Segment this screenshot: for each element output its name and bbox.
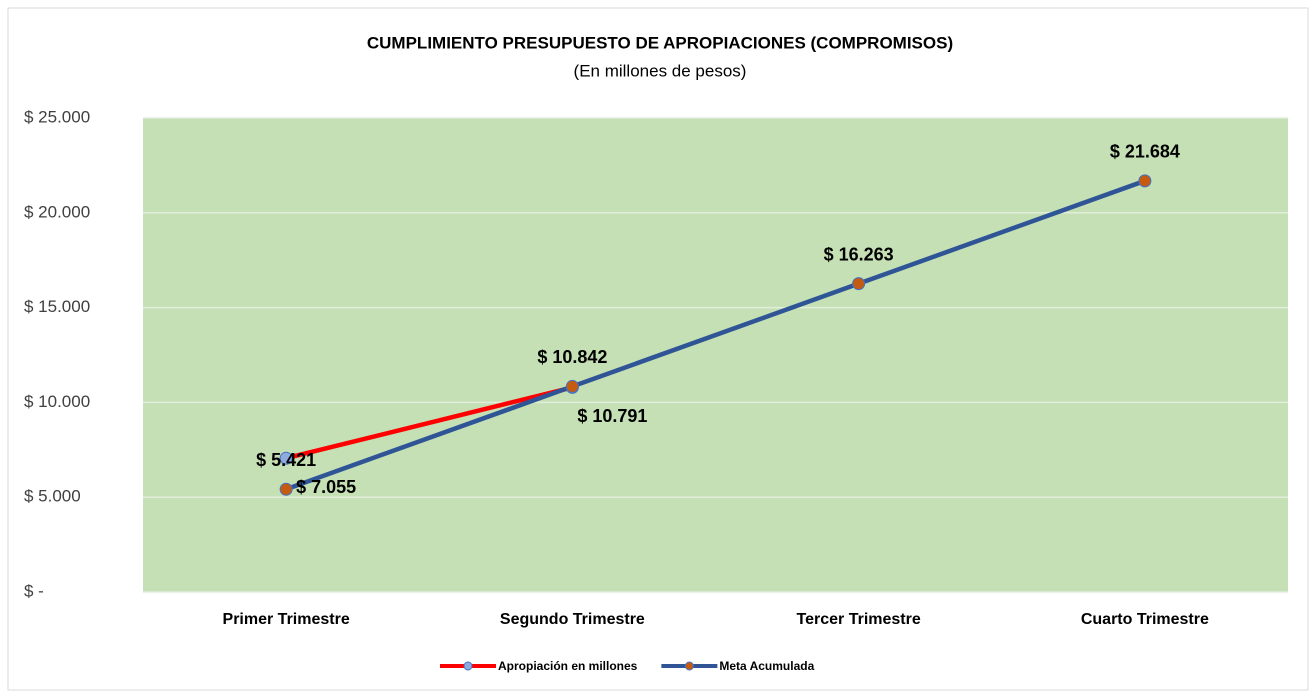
legend-label: Apropiación en millones — [498, 659, 638, 673]
y-tick-label: $ 15.000 — [24, 297, 90, 316]
legend-marker — [684, 661, 694, 671]
x-tick-label: Primer Trimestre — [223, 611, 350, 628]
data-point — [279, 451, 293, 465]
data-label: $ 5.421 — [256, 450, 316, 470]
data-point — [1138, 174, 1152, 188]
data-label: $ 16.263 — [824, 244, 894, 264]
y-tick-label: $ 25.000 — [24, 107, 90, 126]
x-tick-label: Tercer Trimestre — [797, 611, 921, 628]
chart-subtitle: (En millones de pesos) — [574, 61, 747, 80]
data-label: $ 10.842 — [537, 347, 607, 367]
series-line — [285, 178, 1146, 492]
data-label: $ 10.791 — [577, 406, 647, 426]
legend-label: Meta Acumulada — [719, 659, 814, 673]
x-tick-label: Segundo Trimestre — [500, 611, 645, 628]
y-tick-label: $ - — [24, 581, 44, 600]
y-tick-label: $ 10.000 — [24, 392, 90, 411]
chart-title: CUMPLIMIENTO PRESUPUESTO DE APROPIACIONE… — [367, 33, 953, 52]
y-tick-label: $ 5.000 — [24, 487, 81, 506]
series-line — [285, 385, 573, 461]
data-point — [279, 482, 293, 496]
legend-marker — [463, 661, 473, 671]
y-tick-label: $ 20.000 — [24, 202, 90, 221]
data-label: $ 7.055 — [296, 477, 356, 497]
data-point — [852, 277, 866, 291]
data-point — [565, 379, 579, 393]
x-tick-label: Cuarto Trimestre — [1081, 611, 1209, 628]
data-label: $ 21.684 — [1110, 142, 1180, 162]
